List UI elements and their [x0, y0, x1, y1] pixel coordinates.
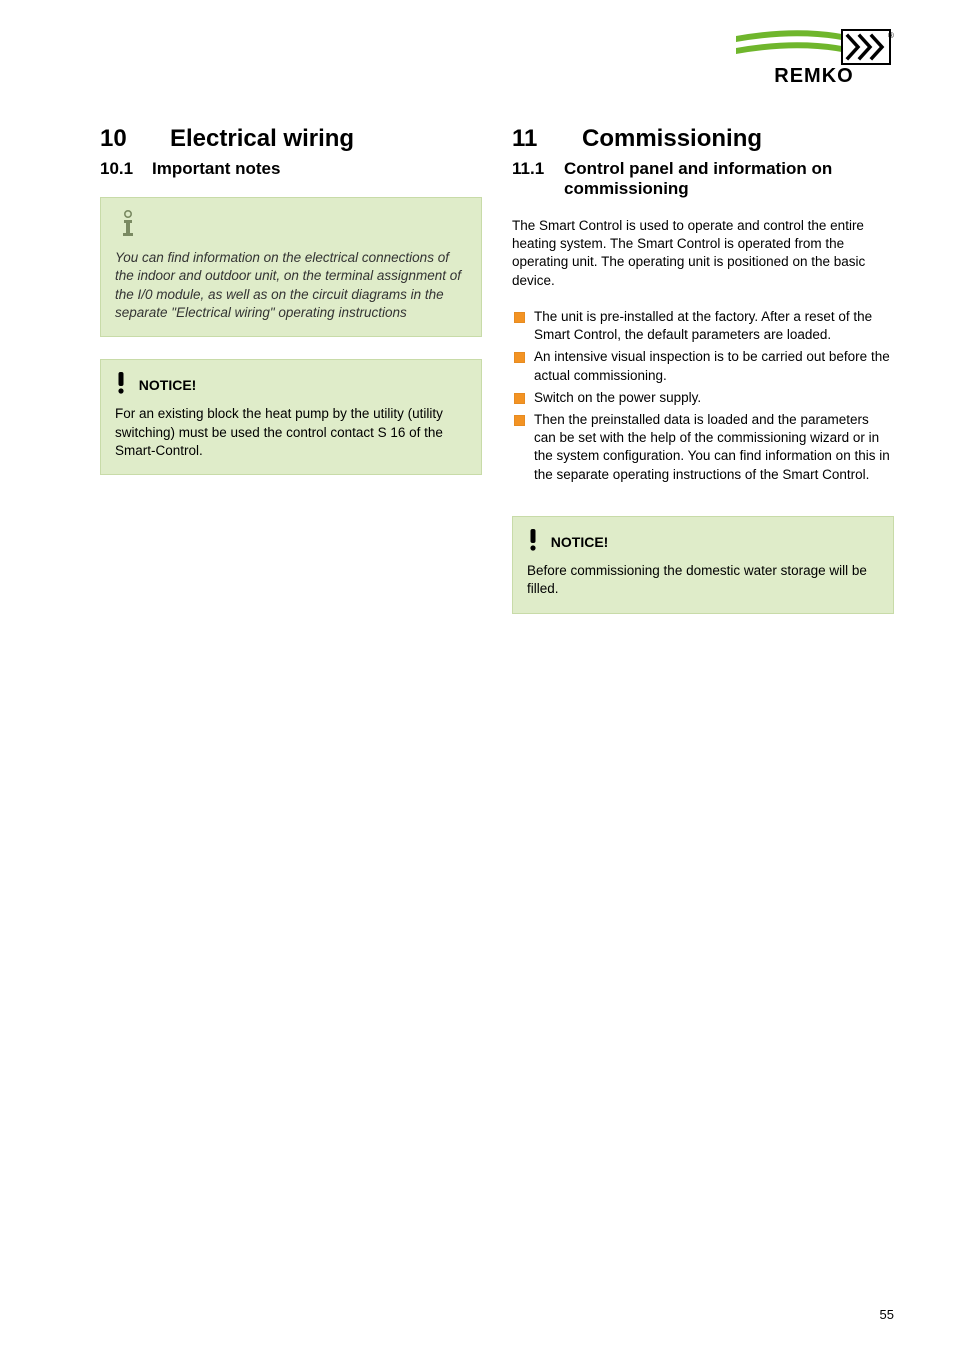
section-number: 11.1: [512, 159, 564, 199]
section-heading: 10.1 Important notes: [100, 159, 482, 179]
notice-text: Before commissioning the domestic water …: [527, 562, 879, 598]
chapter-number: 11: [512, 125, 582, 153]
notice-callout: NOTICE! Before commissioning the domesti…: [512, 516, 894, 614]
notice-text: For an existing block the heat pump by t…: [115, 405, 467, 460]
spacer: [512, 488, 894, 516]
section-heading: 11.1 Control panel and information on co…: [512, 159, 894, 199]
chapter-title: Commissioning: [582, 125, 762, 152]
notice-callout: NOTICE! For an existing block the heat p…: [100, 359, 482, 475]
exclamation-icon: [115, 372, 127, 399]
chapter-number: 10: [100, 125, 170, 153]
registered-mark: ®: [888, 31, 894, 40]
notice-header: NOTICE!: [527, 529, 879, 556]
list-item: Switch on the power supply.: [512, 389, 894, 407]
chapter-title: Electrical wiring: [170, 125, 354, 152]
list-item: The unit is pre-installed at the factory…: [512, 308, 894, 344]
notice-label: NOTICE!: [551, 533, 609, 552]
left-column: 10Electrical wiring 10.1 Important notes…: [100, 125, 482, 636]
content-columns: 10Electrical wiring 10.1 Important notes…: [100, 125, 894, 636]
notice-header: NOTICE!: [115, 372, 467, 399]
page-number: 55: [880, 1307, 894, 1322]
chapter-heading: 11Commissioning: [512, 125, 894, 153]
info-text: You can find information on the electric…: [115, 249, 467, 322]
list-item: An intensive visual inspection is to be …: [512, 348, 894, 384]
page: ® REMKO 10Electrical wiring 10.1 Importa…: [0, 0, 954, 666]
brand-logo: ® REMKO: [734, 28, 894, 88]
intro-paragraph: The Smart Control is used to operate and…: [512, 217, 894, 290]
info-icon: [119, 210, 137, 238]
list-item: Then the preinstalled data is loaded and…: [512, 411, 894, 484]
notice-label: NOTICE!: [139, 376, 197, 395]
info-callout: You can find information on the electric…: [100, 197, 482, 337]
right-column: 11Commissioning 11.1 Control panel and i…: [512, 125, 894, 636]
section-number: 10.1: [100, 159, 152, 179]
exclamation-icon: [527, 529, 539, 556]
bullet-list: The unit is pre-installed at the factory…: [512, 308, 894, 484]
chapter-heading: 10Electrical wiring: [100, 125, 482, 153]
section-title: Important notes: [152, 159, 482, 179]
section-title: Control panel and information on commiss…: [564, 159, 894, 199]
brand-text: REMKO: [774, 65, 853, 87]
